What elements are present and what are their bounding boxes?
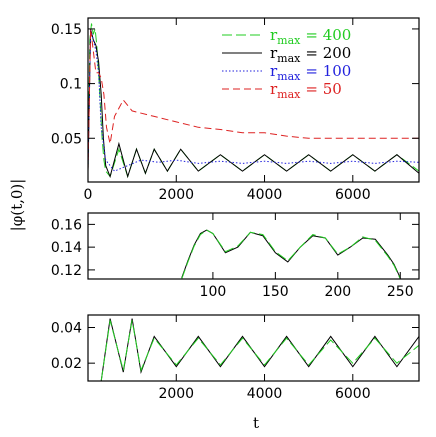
y-axis-label: |φ(t,0)| — [8, 179, 26, 232]
y-tick-label: 0.02 — [51, 356, 82, 372]
x-tick-label: 250 — [387, 284, 414, 300]
series-line-1 — [181, 229, 401, 279]
series-group — [88, 318, 419, 381]
x-tick-label: 6000 — [335, 386, 371, 402]
legend-entry: rmax = 400 — [270, 26, 351, 47]
x-tick-label: 0 — [84, 187, 93, 203]
plot-frame — [87, 314, 420, 382]
legend-entry: rmax = 100 — [270, 62, 351, 83]
bottom-panel: 2000 4000 6000 0.02 0.04 — [51, 314, 420, 402]
y-tick-label: 0.16 — [51, 217, 82, 233]
x-tick-label: 150 — [262, 284, 289, 300]
y-tick-label: 0.04 — [51, 320, 82, 336]
x-tick-label: 200 — [324, 284, 351, 300]
middle-panel: 100 150 200 250 0.12 0.14 0.16 — [51, 212, 420, 300]
y-tick-label: 0.05 — [51, 131, 82, 147]
legend-entry: rmax = 200 — [270, 44, 351, 65]
y-tick-label: 0.15 — [51, 22, 82, 38]
x-tick-label: 2000 — [158, 187, 194, 203]
x-axis-label: t — [253, 414, 259, 432]
x-tick-label: 6000 — [335, 187, 371, 203]
plot-frame — [87, 212, 420, 280]
series-line-0 — [88, 318, 419, 381]
x-tick-label: 4000 — [247, 187, 283, 203]
series-group — [88, 23, 419, 179]
series-line-1 — [88, 320, 419, 381]
series-line-3 — [88, 28, 419, 172]
y-tick-label: 0.1 — [60, 77, 82, 93]
top-panel: 0 2000 4000 6000 0.05 0.1 0.15 — [51, 17, 420, 203]
plot-frame — [87, 17, 420, 183]
x-tick-label: 4000 — [247, 386, 283, 402]
y-tick-label: 0.14 — [51, 240, 82, 256]
x-tick-label: 2000 — [158, 386, 194, 402]
y-tick-label: 0.12 — [51, 263, 82, 279]
series-line-1 — [88, 28, 419, 179]
series-line-2 — [88, 28, 419, 172]
legend-entry: rmax = 50 — [270, 80, 342, 101]
x-tick-label: 100 — [200, 284, 227, 300]
series-group — [181, 229, 401, 279]
series-line-0 — [181, 229, 401, 279]
